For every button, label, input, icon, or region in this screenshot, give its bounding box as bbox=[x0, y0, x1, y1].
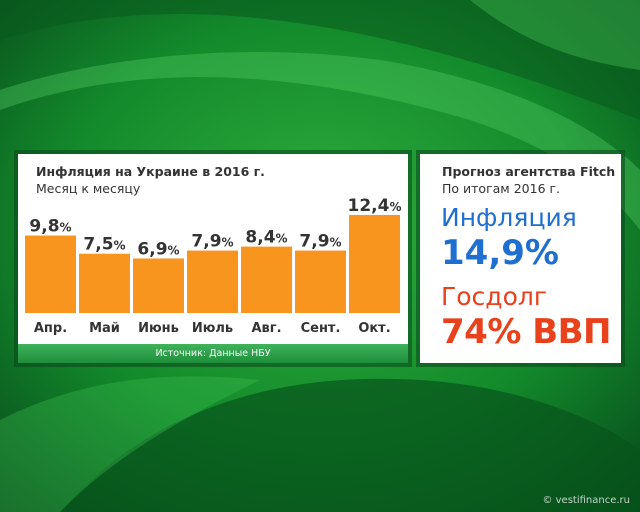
inflation-forecast-label: Инфляция bbox=[441, 203, 577, 232]
watermark: © vestifinance.ru bbox=[542, 495, 630, 506]
bar-3 bbox=[133, 258, 184, 313]
value-label-3: 6,9% bbox=[137, 239, 179, 259]
fitch-forecast-panel: Прогноз агентства Fitch По итогам 2016 г… bbox=[420, 154, 621, 363]
category-label-1: Апр. bbox=[34, 321, 67, 336]
bar-7 bbox=[349, 215, 400, 313]
category-label-3: Июнь bbox=[138, 321, 179, 336]
bar-4 bbox=[187, 250, 238, 313]
inflation-chart-panel: Инфляция на Украине в 2016 г. Месяц к ме… bbox=[18, 154, 408, 363]
bar-chart: 9,8% Апр. 7,5% Май 6,9% Июнь 7,9% Июль 8,4% Авг. 7… bbox=[25, 196, 402, 336]
debt-forecast-value: 74% ВВП bbox=[441, 312, 612, 352]
value-label-5: 8,4% bbox=[245, 228, 287, 248]
value-label-4: 7,9% bbox=[191, 232, 233, 252]
chart-title: Инфляция на Украине в 2016 г. bbox=[36, 164, 265, 179]
fitch-subtitle: По итогам 2016 г. bbox=[442, 181, 561, 196]
chart-subtitle: Месяц к месяцу bbox=[36, 181, 141, 196]
category-label-6: Сент. bbox=[301, 321, 341, 336]
bar-1 bbox=[25, 235, 76, 313]
category-label-4: Июль bbox=[192, 321, 233, 336]
fitch-title: Прогноз агентства Fitch bbox=[442, 164, 616, 179]
bar-5 bbox=[241, 246, 292, 313]
category-label-2: Май bbox=[89, 321, 120, 336]
value-label-2: 7,5% bbox=[83, 235, 125, 255]
bar-2 bbox=[79, 253, 130, 313]
debt-forecast-label: Госдолг bbox=[441, 282, 547, 311]
bar-6 bbox=[295, 250, 346, 313]
source-note: Источник: Данные НБУ bbox=[18, 344, 408, 363]
category-label-5: Авг. bbox=[251, 321, 281, 336]
value-label-6: 7,9% bbox=[299, 232, 341, 252]
inflation-forecast-value: 14,9% bbox=[441, 233, 559, 273]
value-label-7: 12,4% bbox=[348, 196, 402, 216]
value-label-1: 9,8% bbox=[29, 217, 71, 237]
category-label-7: Окт. bbox=[358, 321, 390, 336]
